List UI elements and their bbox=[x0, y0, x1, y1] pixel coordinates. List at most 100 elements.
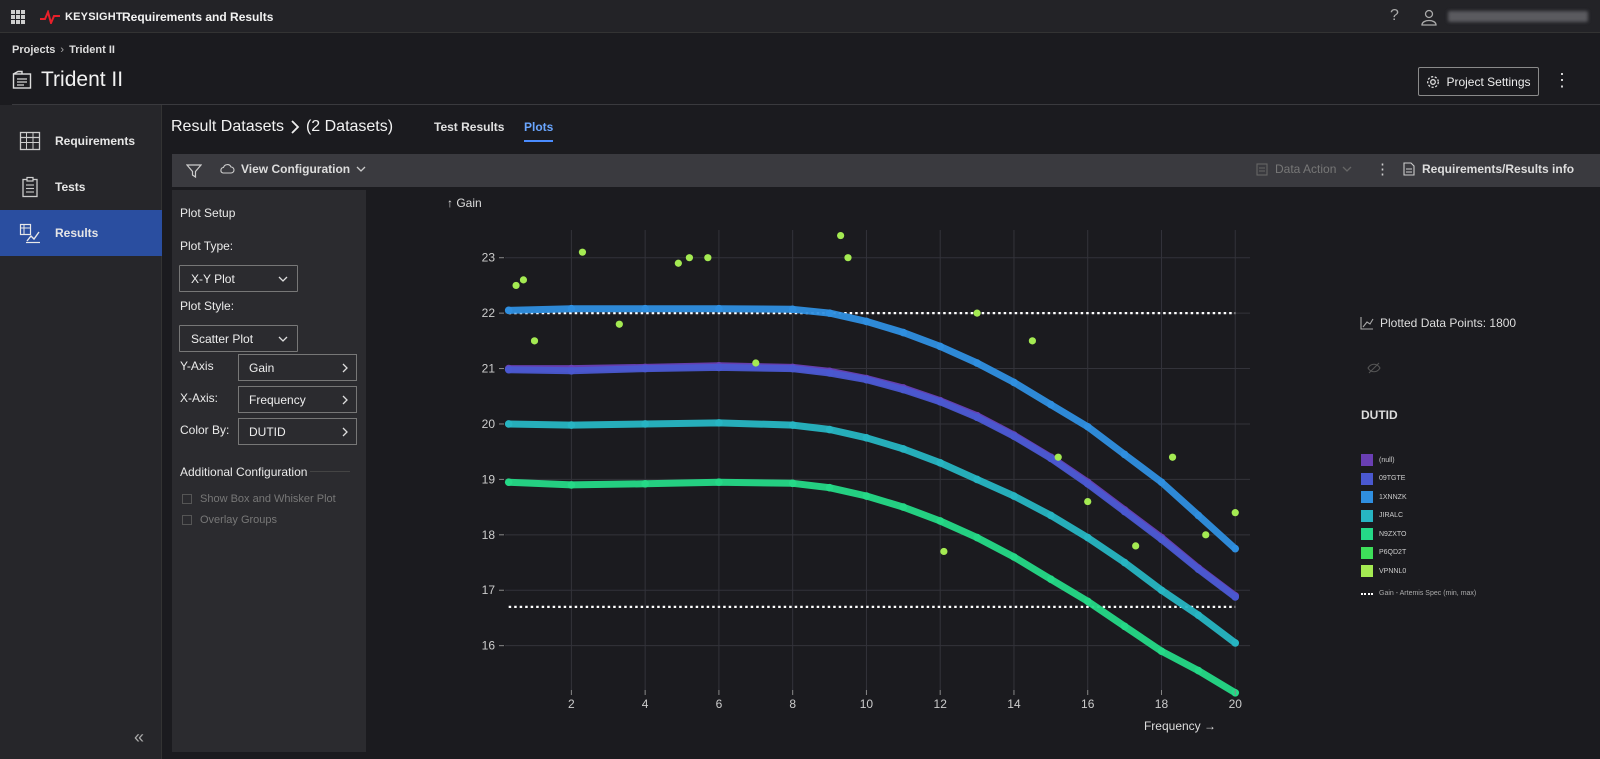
toolbar-more-icon[interactable]: ⋮ bbox=[1375, 161, 1390, 178]
plot-type-select[interactable]: X-Y Plot bbox=[179, 265, 298, 292]
help-icon[interactable]: ? bbox=[1390, 7, 1399, 24]
legend-entry[interactable]: 1XNNZK bbox=[1361, 491, 1407, 503]
result-datasets-label[interactable]: Result Datasets bbox=[171, 118, 284, 135]
data-point bbox=[825, 309, 834, 317]
y-tick-label: 22 bbox=[482, 306, 496, 320]
plot-toolbar bbox=[172, 154, 1600, 187]
data-point bbox=[862, 317, 871, 326]
section-divider bbox=[310, 471, 350, 472]
collapse-sidebar-icon[interactable]: « bbox=[134, 727, 145, 747]
data-point bbox=[512, 281, 520, 290]
data-point bbox=[1157, 586, 1166, 595]
y-tick-label: 23 bbox=[482, 251, 496, 265]
more-options-icon[interactable]: ⋮ bbox=[1553, 70, 1571, 90]
project-settings-button[interactable]: Project Settings bbox=[1418, 67, 1539, 96]
legend-swatch bbox=[1361, 565, 1373, 577]
data-point bbox=[1047, 511, 1055, 520]
y-axis-value: Gain bbox=[249, 360, 275, 375]
legend-entry[interactable]: N9ZXTO bbox=[1361, 528, 1407, 540]
user-email-blurred[interactable] bbox=[1448, 11, 1588, 22]
filter-icon[interactable] bbox=[186, 163, 202, 179]
data-point bbox=[715, 478, 723, 486]
sidebar-item-tests[interactable]: Tests bbox=[0, 164, 162, 210]
data-point bbox=[788, 305, 797, 314]
requirements-results-info-button[interactable]: Requirements/Results info bbox=[1402, 162, 1574, 176]
legend-label: 1XNNZK bbox=[1379, 493, 1407, 501]
data-point bbox=[825, 483, 834, 492]
plot-setup-heading: Plot Setup bbox=[180, 206, 236, 220]
legend-entry[interactable]: (null) bbox=[1361, 454, 1395, 466]
data-point bbox=[862, 492, 871, 500]
box-whisker-option[interactable]: Show Box and Whisker Plot bbox=[182, 493, 336, 505]
clipboard-icon bbox=[22, 176, 38, 198]
y-tick-label: 20 bbox=[482, 417, 496, 431]
plot-type-label: Plot Type: bbox=[180, 239, 234, 253]
sidebar-item-requirements[interactable]: Requirements bbox=[0, 118, 162, 164]
app-launcher-icon[interactable] bbox=[11, 10, 25, 24]
chart-grid bbox=[505, 230, 1250, 690]
plot-style-select[interactable]: Scatter Plot bbox=[179, 325, 298, 352]
x-axis-select[interactable]: Frequency bbox=[238, 386, 357, 413]
data-point bbox=[615, 320, 623, 328]
data-point bbox=[788, 421, 797, 429]
data-point bbox=[704, 254, 712, 262]
overlay-groups-checkbox[interactable] bbox=[182, 515, 192, 525]
data-point bbox=[1202, 531, 1210, 539]
data-point bbox=[825, 425, 834, 434]
data-point bbox=[936, 517, 944, 525]
data-point bbox=[641, 420, 649, 428]
sidebar-item-label: Tests bbox=[55, 180, 86, 194]
x-tick-label: 8 bbox=[789, 697, 796, 711]
tab-test-results[interactable]: Test Results bbox=[434, 120, 505, 134]
legend-entry[interactable]: JIRALC bbox=[1361, 509, 1404, 522]
data-point bbox=[1083, 422, 1092, 431]
data-point bbox=[567, 366, 576, 375]
data-point bbox=[641, 364, 649, 373]
legend-swatch bbox=[1361, 491, 1373, 503]
legend-entry[interactable]: VPNNL0 bbox=[1361, 565, 1406, 577]
view-configuration-button[interactable]: View Configuration bbox=[219, 162, 366, 176]
legend-swatch bbox=[1361, 472, 1373, 485]
data-action-button[interactable]: Data Action bbox=[1255, 162, 1352, 176]
tab-plots[interactable]: Plots bbox=[524, 120, 554, 142]
legend-entry[interactable]: P6QD2T bbox=[1361, 546, 1406, 559]
y-axis-select[interactable]: Gain bbox=[238, 354, 357, 381]
breadcrumb-separator: › bbox=[60, 44, 65, 56]
plotted-data-points: Plotted Data Points: 1800 bbox=[1360, 316, 1516, 330]
dataset-count: (2 Datasets) bbox=[305, 118, 394, 135]
x-tick-label: 6 bbox=[716, 697, 723, 711]
plotted-data-points-label: Plotted Data Points: 1800 bbox=[1380, 316, 1517, 330]
data-point bbox=[685, 254, 694, 262]
legend-swatch bbox=[1361, 454, 1373, 466]
data-point bbox=[1194, 565, 1203, 573]
x-tick-label: 12 bbox=[934, 697, 948, 711]
data-point bbox=[715, 363, 723, 372]
color-by-value: DUTID bbox=[249, 424, 286, 439]
sidebar-item-results[interactable]: Results bbox=[0, 210, 162, 256]
data-point bbox=[752, 359, 760, 367]
x-tick-label: 4 bbox=[642, 697, 649, 711]
breadcrumb-projects[interactable]: Projects bbox=[12, 44, 56, 56]
chart-line-icon bbox=[1360, 317, 1374, 330]
legend-swatch bbox=[1361, 528, 1373, 540]
box-whisker-checkbox[interactable] bbox=[182, 494, 192, 504]
overlay-groups-option[interactable]: Overlay Groups bbox=[182, 514, 277, 526]
user-icon[interactable] bbox=[1420, 8, 1438, 26]
data-point bbox=[504, 478, 513, 486]
legend-label: JIRALC bbox=[1379, 512, 1404, 519]
project-settings-label: Project Settings bbox=[1446, 74, 1531, 89]
chart-points bbox=[504, 231, 1240, 697]
data-point bbox=[825, 369, 834, 377]
overlay-groups-label: Overlay Groups bbox=[200, 514, 278, 526]
data-point bbox=[1194, 611, 1203, 619]
data-point bbox=[1010, 432, 1018, 440]
legend-entry[interactable]: 09TGTE bbox=[1361, 472, 1405, 485]
chart-ticks: 2 4 6 8 10 12 14 16 18 20 16 17 18 19 20 21 22 23 bbox=[482, 251, 1243, 711]
color-by-select[interactable]: DUTID bbox=[238, 418, 357, 445]
data-point bbox=[1010, 553, 1018, 561]
x-tick-label: 18 bbox=[1155, 697, 1169, 711]
eye-off-icon[interactable] bbox=[1367, 362, 1381, 374]
data-point bbox=[1231, 639, 1240, 647]
data-point bbox=[715, 419, 723, 427]
